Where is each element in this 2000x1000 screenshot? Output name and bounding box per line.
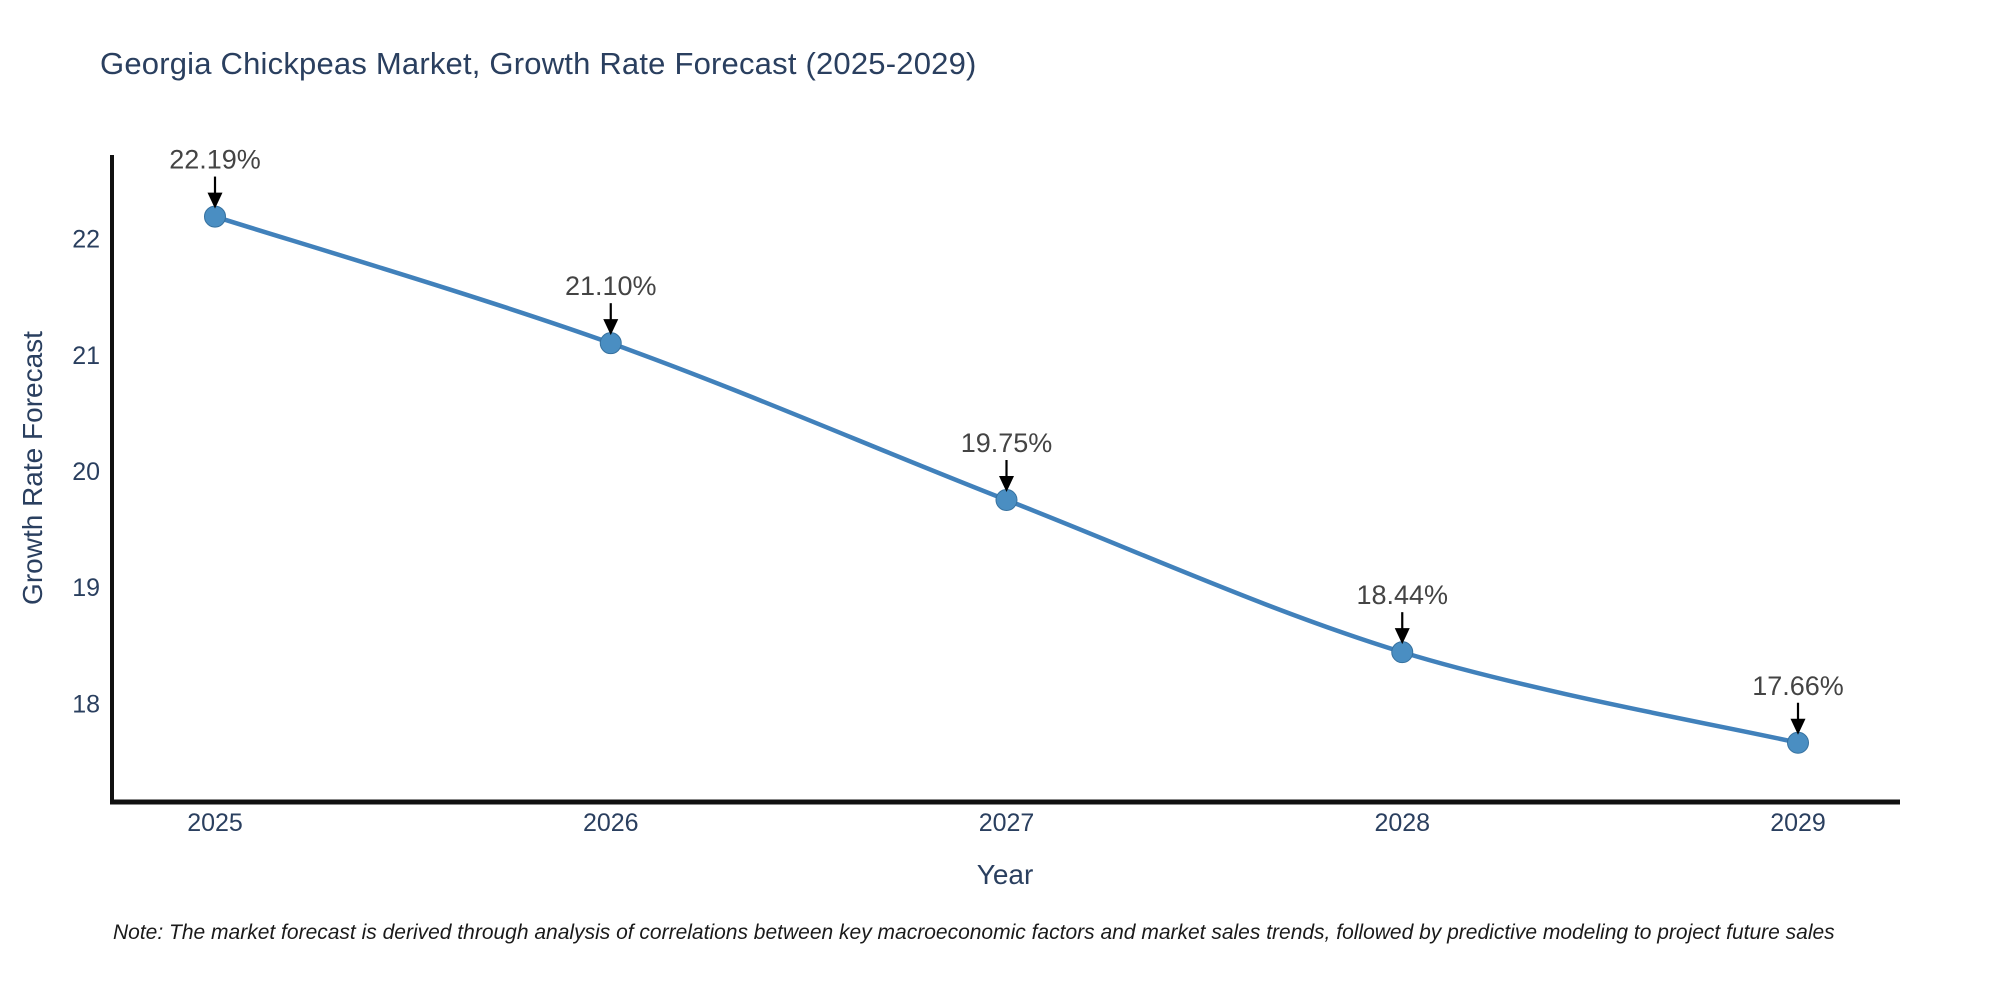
chart-title: Georgia Chickpeas Market, Growth Rate Fo… [100,46,977,81]
x-tick-label: 2029 [1770,809,1826,837]
data-point-label: 18.44% [1356,580,1448,610]
data-point-label: 17.66% [1752,671,1844,701]
data-point-marker [204,205,226,228]
data-point-marker [1787,731,1809,754]
x-tick-label: 2026 [583,809,639,837]
annotation-arrow-head [1394,628,1410,645]
x-tick-label: 2028 [1374,809,1430,837]
footnote: Note: The market forecast is derived thr… [113,921,1835,944]
annotation-arrow-head [999,475,1014,492]
data-point-marker [599,332,622,355]
y-tick-label: 22 [72,226,100,254]
y-tick-label: 20 [72,458,100,486]
data-point-marker [1391,641,1414,664]
data-point-label: 19.75% [961,428,1053,458]
x-tick-label: 2027 [979,809,1035,837]
data-point-label: 21.10% [565,271,657,301]
y-tick-label: 19 [72,574,100,602]
y-tick-label: 21 [72,342,100,370]
y-axis-title: Growth Rate Forecast [17,331,48,605]
y-tick-label: 18 [72,690,100,718]
annotation-arrow-head [603,319,619,336]
annotation-arrow-head [1790,718,1806,735]
x-tick-label: 2025 [187,809,243,837]
annotation-arrow-head [207,192,223,209]
data-point-label: 22.19% [169,145,261,175]
data-point-marker [995,488,1018,511]
x-axis-title: Year [976,859,1034,890]
